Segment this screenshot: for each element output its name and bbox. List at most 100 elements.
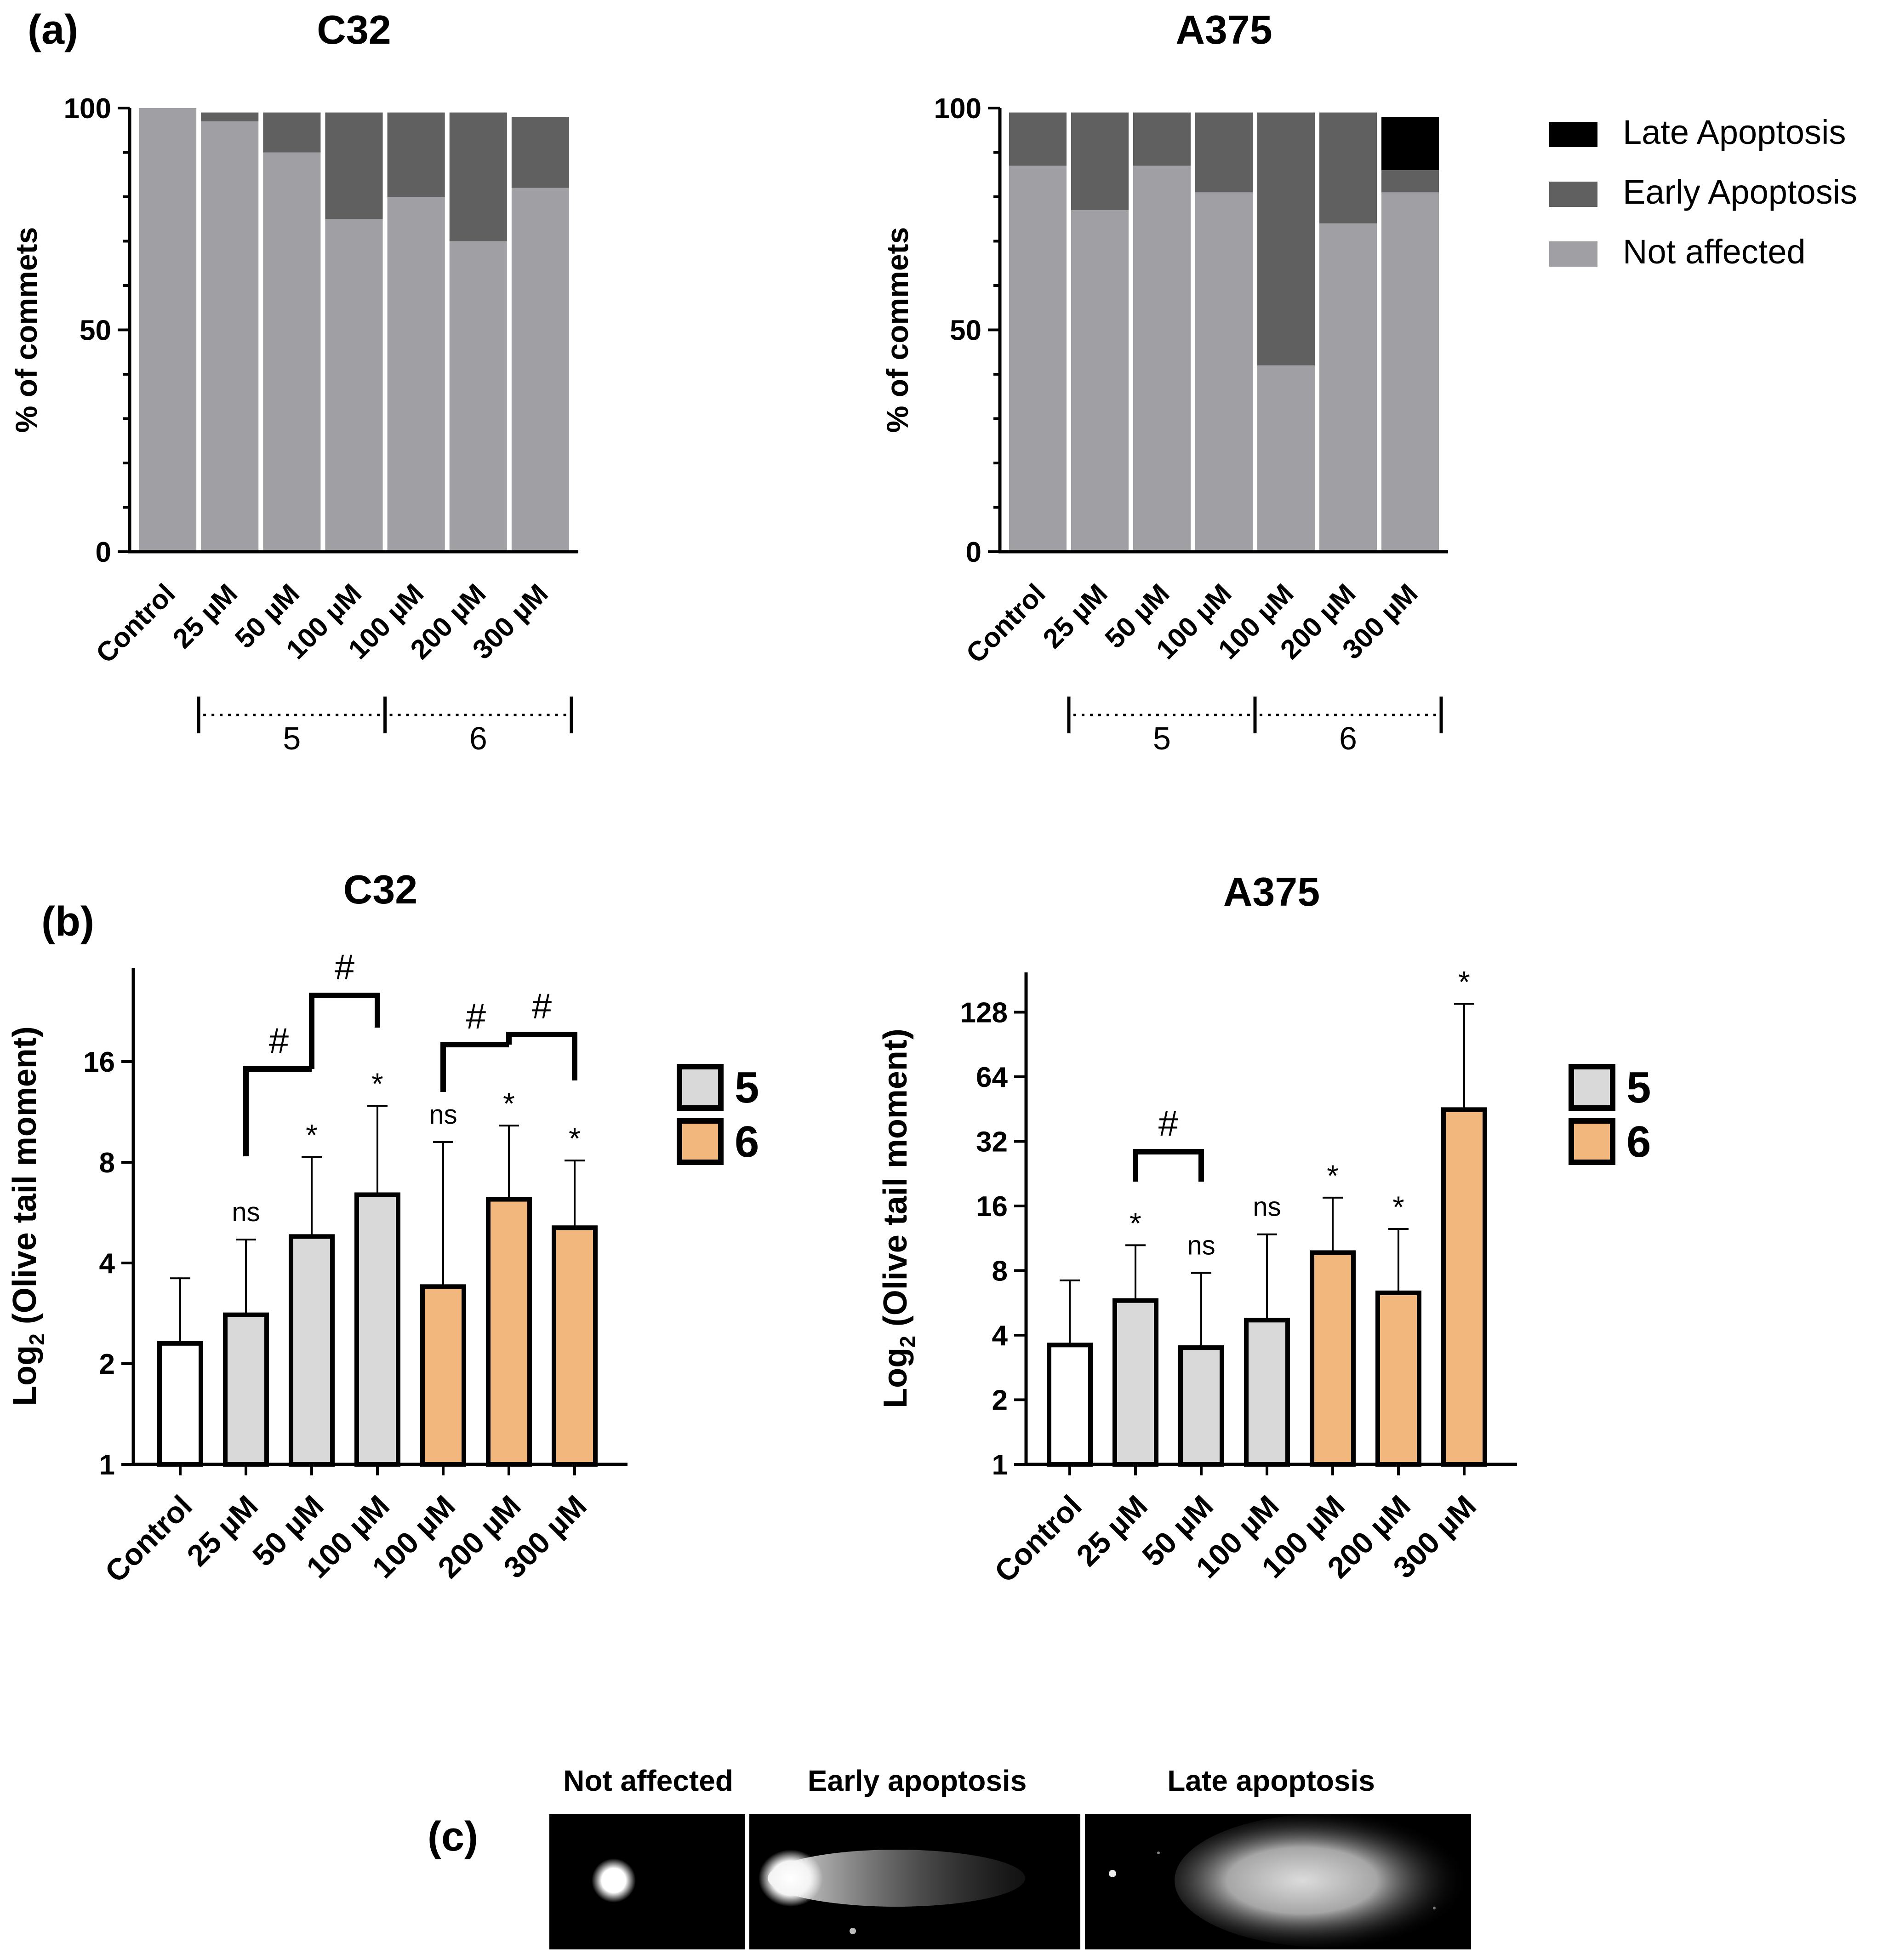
y-tick-label: 16 — [83, 1046, 115, 1078]
legend-label: Late Apoptosis — [1623, 113, 1846, 151]
significance-label: * — [569, 1121, 581, 1155]
y-label-log: Log — [6, 1345, 43, 1406]
y-tick-label: 2 — [992, 1385, 1008, 1417]
bar-early-apoptosis — [1381, 170, 1439, 193]
bar-early-apoptosis — [1009, 112, 1067, 166]
legend-swatch-6 — [677, 1118, 724, 1165]
bar — [223, 1312, 269, 1467]
legend-swatch — [1549, 182, 1597, 207]
bracket-label: # — [466, 996, 486, 1036]
y-tick-label: 2 — [99, 1349, 115, 1380]
x-tick-label: Control — [960, 578, 1051, 669]
group-6-label: 6 — [469, 720, 487, 756]
significance-label: * — [503, 1086, 515, 1120]
panel-label-c: (c) — [428, 1814, 478, 1860]
y-tick-label: 8 — [992, 1256, 1008, 1287]
y-label-log: Log — [877, 1348, 914, 1408]
y-tick-label: 64 — [976, 1062, 1008, 1093]
group-5-label: 5 — [1153, 720, 1171, 756]
significance-label: * — [1458, 965, 1470, 999]
x-tick-label: Control — [98, 1489, 199, 1589]
significance-label: * — [1327, 1159, 1339, 1193]
legend-apoptosis: Late Apoptosis Early Apoptosis Not affecte… — [1549, 113, 1857, 271]
bar-not-affected — [201, 121, 259, 552]
bar-early-apoptosis — [1133, 112, 1191, 166]
legend-compounds-a375: 56 — [1569, 1063, 1651, 1166]
bracket-label: # — [532, 986, 552, 1026]
legend-label: Not affected — [1623, 233, 1806, 271]
legend-swatch — [1549, 122, 1597, 147]
comet-image-panel: Not affected Early apoptosis Late apopto… — [549, 1764, 1478, 1949]
comet-late-apoptosis-image — [1085, 1814, 1478, 1949]
legend-label-6: 6 — [735, 1117, 759, 1166]
significance-bracket — [506, 1032, 577, 1080]
bar-not-affected — [1071, 210, 1129, 552]
x-tick-label: 25 µM — [1037, 578, 1113, 654]
x-tick-label: 25 µM — [167, 578, 243, 654]
y-tick-label: 16 — [976, 1191, 1008, 1223]
chart-title: A375 — [1223, 869, 1320, 914]
significance-label: ns — [1187, 1231, 1215, 1261]
legend-swatch — [1549, 241, 1597, 267]
bar-not-affected — [263, 152, 321, 552]
bar — [486, 1197, 532, 1467]
bar — [420, 1284, 466, 1467]
y-tick-label: 0 — [966, 537, 981, 568]
bar — [157, 1341, 203, 1467]
significance-bracket — [309, 993, 380, 1069]
bar-early-apoptosis — [325, 112, 383, 219]
x-tick-label: Control — [90, 578, 181, 669]
bar — [552, 1225, 598, 1467]
bar-late-apoptosis — [1381, 117, 1439, 171]
chart-title: C32 — [343, 867, 417, 912]
bar-not-affected — [1381, 192, 1439, 552]
group-6-label: 6 — [1339, 720, 1357, 756]
legend-swatch-5 — [677, 1064, 724, 1111]
y-label-subscript: 2 — [25, 1333, 49, 1345]
bar — [1244, 1318, 1290, 1467]
bar-early-apoptosis — [387, 112, 445, 197]
significance-label: * — [371, 1067, 383, 1101]
legend-swatch-6 — [1569, 1118, 1615, 1165]
bar-early-apoptosis — [1071, 112, 1129, 210]
bar-early-apoptosis — [511, 117, 569, 188]
bar — [354, 1192, 400, 1467]
comet-label-not-affected: Not affected — [563, 1764, 733, 1797]
y-tick-label: 100 — [934, 93, 981, 125]
bar — [1441, 1107, 1487, 1467]
bar-not-affected — [449, 241, 507, 552]
y-tick-label: 128 — [960, 997, 1008, 1029]
chart-title: A375 — [1175, 7, 1272, 52]
bar-not-affected — [325, 219, 383, 552]
chart-title: C32 — [317, 7, 391, 52]
bar-not-affected — [1133, 166, 1191, 552]
significance-bracket — [1133, 1149, 1204, 1182]
bracket-label: # — [269, 1020, 289, 1061]
group-5-label: 5 — [283, 720, 301, 756]
bar — [1375, 1290, 1421, 1467]
y-tick-label: 100 — [64, 93, 111, 125]
significance-label: * — [306, 1118, 318, 1152]
bar — [1047, 1343, 1093, 1467]
comet-label-late: Late apoptosis — [1167, 1764, 1375, 1797]
legend-label: Early Apoptosis — [1623, 173, 1857, 211]
legend-compounds-c32: 56 — [677, 1063, 759, 1166]
significance-bracket — [243, 1066, 312, 1156]
bar — [1178, 1345, 1224, 1467]
bar-not-affected — [1257, 365, 1315, 552]
comet-not-affected-image — [549, 1814, 745, 1949]
bracket-label: # — [335, 947, 354, 987]
y-label-rest: (Olive tail moment) — [6, 1026, 43, 1333]
significance-label: ns — [1253, 1192, 1281, 1222]
y-tick-label: 32 — [976, 1126, 1008, 1158]
panel-label-a: (a) — [28, 7, 78, 53]
bar-early-apoptosis — [1195, 112, 1253, 193]
y-label-subscript: 2 — [896, 1336, 919, 1348]
significance-bracket — [440, 1042, 509, 1092]
bar-early-apoptosis — [1319, 112, 1377, 223]
y-label-rest: (Olive tail moment) — [877, 1029, 914, 1336]
legend-label-5: 5 — [735, 1063, 759, 1112]
